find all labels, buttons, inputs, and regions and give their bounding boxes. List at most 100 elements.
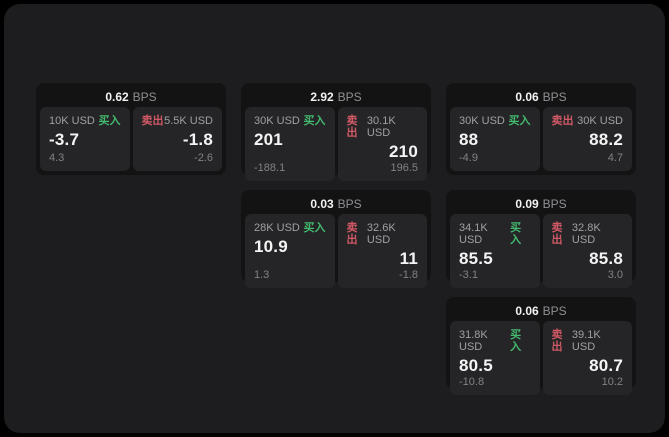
buy-top-row: 28K USD 买入 xyxy=(254,222,326,234)
quote-card-grid: 0.62 BPS 10K USD 买入 -3.7 4.3 卖出 xyxy=(36,83,665,395)
sell-delta: 196.5 xyxy=(390,162,418,174)
sell-price: 88.2 xyxy=(589,130,623,149)
buy-top-row: 10K USD 买入 xyxy=(49,115,121,127)
buy-top-row: 30K USD 买入 xyxy=(459,115,531,127)
sell-price: 80.7 xyxy=(589,356,623,375)
sell-side-label: 卖出 xyxy=(346,222,358,246)
sell-delta: -1.8 xyxy=(399,269,418,281)
sell-amount: 32.6K USD xyxy=(366,222,396,246)
bps-value: 0.03 xyxy=(310,197,334,211)
quote-card-body: 30K USD 买入 88 -4.9 卖出 30K USD 88.2 4.7 xyxy=(450,107,632,171)
sell-top-row: 卖出 30K USD xyxy=(552,115,624,127)
buy-price: 85.5 xyxy=(459,249,493,268)
sell-price: 11 xyxy=(399,249,418,268)
sell-price: 85.8 xyxy=(589,249,623,268)
sell-amount: 30K USD xyxy=(577,115,623,127)
sell-delta: 3.0 xyxy=(607,269,623,281)
buy-delta: -4.9 xyxy=(459,152,478,164)
buy-price: 80.5 xyxy=(459,356,493,375)
bps-header: 0.03 BPS xyxy=(245,194,427,214)
buy-amount: 30K USD xyxy=(459,115,505,127)
sell-panel[interactable]: 卖出 32.8K USD 85.8 3.0 xyxy=(542,214,632,288)
trading-panel: 0.62 BPS 10K USD 买入 -3.7 4.3 卖出 xyxy=(4,4,665,433)
bps-value: 0.62 xyxy=(105,90,129,104)
sell-side-label: 卖出 xyxy=(551,222,563,246)
buy-panel[interactable]: 30K USD 买入 88 -4.9 xyxy=(450,107,540,171)
buy-top-row: 30K USD 买入 xyxy=(254,115,326,127)
sell-amount: 5.5K USD xyxy=(164,115,213,127)
sell-panel[interactable]: 卖出 30K USD 88.2 4.7 xyxy=(542,107,632,171)
bps-header: 0.06 BPS xyxy=(450,87,632,107)
quote-card: 0.06 BPS 31.8K USD 买入 80.5 -10.8 卖 xyxy=(446,297,636,395)
sell-side-label: 卖出 xyxy=(551,115,574,127)
sell-top-row: 卖出 32.8K USD xyxy=(552,222,624,246)
buy-amount: 28K USD xyxy=(254,222,300,234)
sell-top-row: 卖出 32.6K USD xyxy=(347,222,419,246)
buy-side-label: 买入 xyxy=(303,222,326,234)
buy-panel[interactable]: 10K USD 买入 -3.7 4.3 xyxy=(40,107,130,171)
buy-top-row: 34.1K USD 买入 xyxy=(459,222,531,246)
buy-panel[interactable]: 34.1K USD 买入 85.5 -3.1 xyxy=(450,214,540,288)
quote-card-body: 31.8K USD 买入 80.5 -10.8 卖出 39.1K USD 80.… xyxy=(450,321,632,395)
buy-top-row: 31.8K USD 买入 xyxy=(459,329,531,353)
bps-unit-label: BPS xyxy=(542,90,567,104)
bps-unit-label: BPS xyxy=(337,90,362,104)
buy-side-label: 买入 xyxy=(98,115,121,127)
bps-header: 0.09 BPS xyxy=(450,194,632,214)
buy-price: 201 xyxy=(254,130,283,149)
bps-value: 2.92 xyxy=(310,90,334,104)
buy-delta: -3.1 xyxy=(459,269,478,281)
quote-card: 0.62 BPS 10K USD 买入 -3.7 4.3 卖出 xyxy=(36,83,226,175)
quote-card: 0.06 BPS 30K USD 买入 88 -4.9 卖出 xyxy=(446,83,636,175)
bps-header: 0.62 BPS xyxy=(40,87,222,107)
sell-side-label: 卖出 xyxy=(141,115,164,127)
sell-top-row: 卖出 39.1K USD xyxy=(552,329,624,353)
sell-amount: 39.1K USD xyxy=(571,329,601,353)
buy-delta: 1.3 xyxy=(254,269,270,281)
buy-amount: 34.1K USD xyxy=(459,222,488,246)
buy-panel[interactable]: 28K USD 买入 10.9 1.3 xyxy=(245,214,335,288)
sell-panel[interactable]: 卖出 32.6K USD 11 -1.8 xyxy=(337,214,427,288)
quote-card-body: 28K USD 买入 10.9 1.3 卖出 32.6K USD 11 -1.8 xyxy=(245,214,427,288)
sell-top-row: 卖出 5.5K USD xyxy=(142,115,214,127)
buy-price: -3.7 xyxy=(49,130,80,149)
sell-delta: 10.2 xyxy=(601,376,623,388)
buy-amount: 30K USD xyxy=(254,115,300,127)
buy-amount: 31.8K USD xyxy=(459,329,488,353)
buy-amount: 10K USD xyxy=(49,115,95,127)
quote-card: 0.03 BPS 28K USD 买入 10.9 1.3 卖出 xyxy=(241,190,431,288)
sell-panel[interactable]: 卖出 30.1K USD 210 196.5 xyxy=(337,107,427,181)
sell-amount: 30.1K USD xyxy=(366,115,396,139)
bps-header: 2.92 BPS xyxy=(245,87,427,107)
buy-side-label: 买入 xyxy=(303,115,326,127)
sell-side-label: 卖出 xyxy=(346,115,358,139)
sell-panel[interactable]: 卖出 39.1K USD 80.7 10.2 xyxy=(542,321,632,395)
buy-side-label: 买入 xyxy=(510,329,522,353)
quote-card-body: 34.1K USD 买入 85.5 -3.1 卖出 32.8K USD 85.8… xyxy=(450,214,632,288)
buy-price: 88 xyxy=(459,130,479,149)
bps-unit-label: BPS xyxy=(132,90,157,104)
sell-delta: -2.6 xyxy=(194,152,213,164)
bps-value: 0.09 xyxy=(515,197,539,211)
buy-panel[interactable]: 31.8K USD 买入 80.5 -10.8 xyxy=(450,321,540,395)
buy-side-label: 买入 xyxy=(510,222,522,246)
bps-header: 0.06 BPS xyxy=(450,301,632,321)
quote-card-body: 30K USD 买入 201 -188.1 卖出 30.1K USD 210 1… xyxy=(245,107,427,181)
sell-amount: 32.8K USD xyxy=(571,222,601,246)
buy-delta: 4.3 xyxy=(49,152,65,164)
buy-panel[interactable]: 30K USD 买入 201 -188.1 xyxy=(245,107,335,181)
sell-side-label: 卖出 xyxy=(551,329,563,353)
buy-delta: -10.8 xyxy=(459,376,485,388)
sell-top-row: 卖出 30.1K USD xyxy=(347,115,419,139)
buy-side-label: 买入 xyxy=(508,115,531,127)
quote-card: 0.09 BPS 34.1K USD 买入 85.5 -3.1 卖出 xyxy=(446,190,636,288)
quote-card-body: 10K USD 买入 -3.7 4.3 卖出 5.5K USD -1.8 -2.… xyxy=(40,107,222,171)
bps-unit-label: BPS xyxy=(542,304,567,318)
quote-card: 2.92 BPS 30K USD 买入 201 -188.1 卖出 xyxy=(241,83,431,181)
buy-delta: -188.1 xyxy=(254,162,286,174)
bps-value: 0.06 xyxy=(515,90,539,104)
sell-price: 210 xyxy=(389,142,418,161)
bps-unit-label: BPS xyxy=(542,197,567,211)
sell-panel[interactable]: 卖出 5.5K USD -1.8 -2.6 xyxy=(132,107,222,171)
